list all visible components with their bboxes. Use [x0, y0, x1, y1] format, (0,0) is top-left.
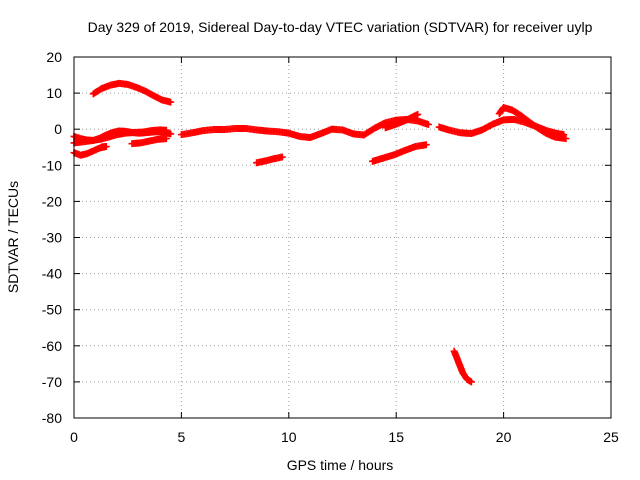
- x-tick-label: 5: [178, 429, 186, 445]
- y-tick-label: 0: [54, 121, 62, 137]
- data-point-arc-g: [414, 110, 422, 118]
- axis-ticks: [73, 56, 612, 419]
- chart-title: Day 329 of 2019, Sidereal Day-to-day VTE…: [88, 19, 593, 35]
- data-point-arc-b: [162, 126, 170, 134]
- y-tick-label: -10: [42, 157, 62, 173]
- y-tick-label: -80: [42, 410, 62, 426]
- y-tick-label: -50: [42, 302, 62, 318]
- data-point-arc-d: [162, 135, 170, 143]
- y-axis-label: SDTVAR / TECUs: [5, 181, 21, 293]
- data-point-arc-i: [562, 135, 570, 143]
- y-tick-label: -30: [42, 230, 62, 246]
- data-point-arc-c: [98, 143, 106, 151]
- x-axis-label: GPS time / hours: [287, 457, 394, 473]
- plot-frame: [73, 56, 612, 419]
- x-tick-labels: 0 5 10 15 20 25: [70, 429, 619, 445]
- x-tick-label: 20: [496, 429, 512, 445]
- y-tick-label: -60: [42, 338, 62, 354]
- x-tick-label: 25: [603, 429, 619, 445]
- data-point-arc-f: [424, 121, 432, 129]
- data-point-arc-j: [278, 153, 286, 161]
- data-points: [70, 79, 570, 386]
- y-tick-label: -40: [42, 266, 62, 282]
- y-tick-label: -70: [42, 374, 62, 390]
- data-point-arc-k: [422, 141, 430, 149]
- x-tick-label: 0: [70, 429, 78, 445]
- x-tick-label: 10: [281, 429, 297, 445]
- y-tick-label: 20: [46, 49, 62, 65]
- y-tick-label: 10: [46, 85, 62, 101]
- data-point-arc-e: [167, 98, 175, 106]
- data-point-arc-a: [167, 130, 175, 138]
- y-tick-label: -20: [42, 193, 62, 209]
- data-point-arc-l: [467, 378, 475, 386]
- x-tick-label: 15: [388, 429, 404, 445]
- y-tick-labels: -80 -70 -60 -50 -40 -30 -20 -10 0 10 20: [42, 49, 62, 426]
